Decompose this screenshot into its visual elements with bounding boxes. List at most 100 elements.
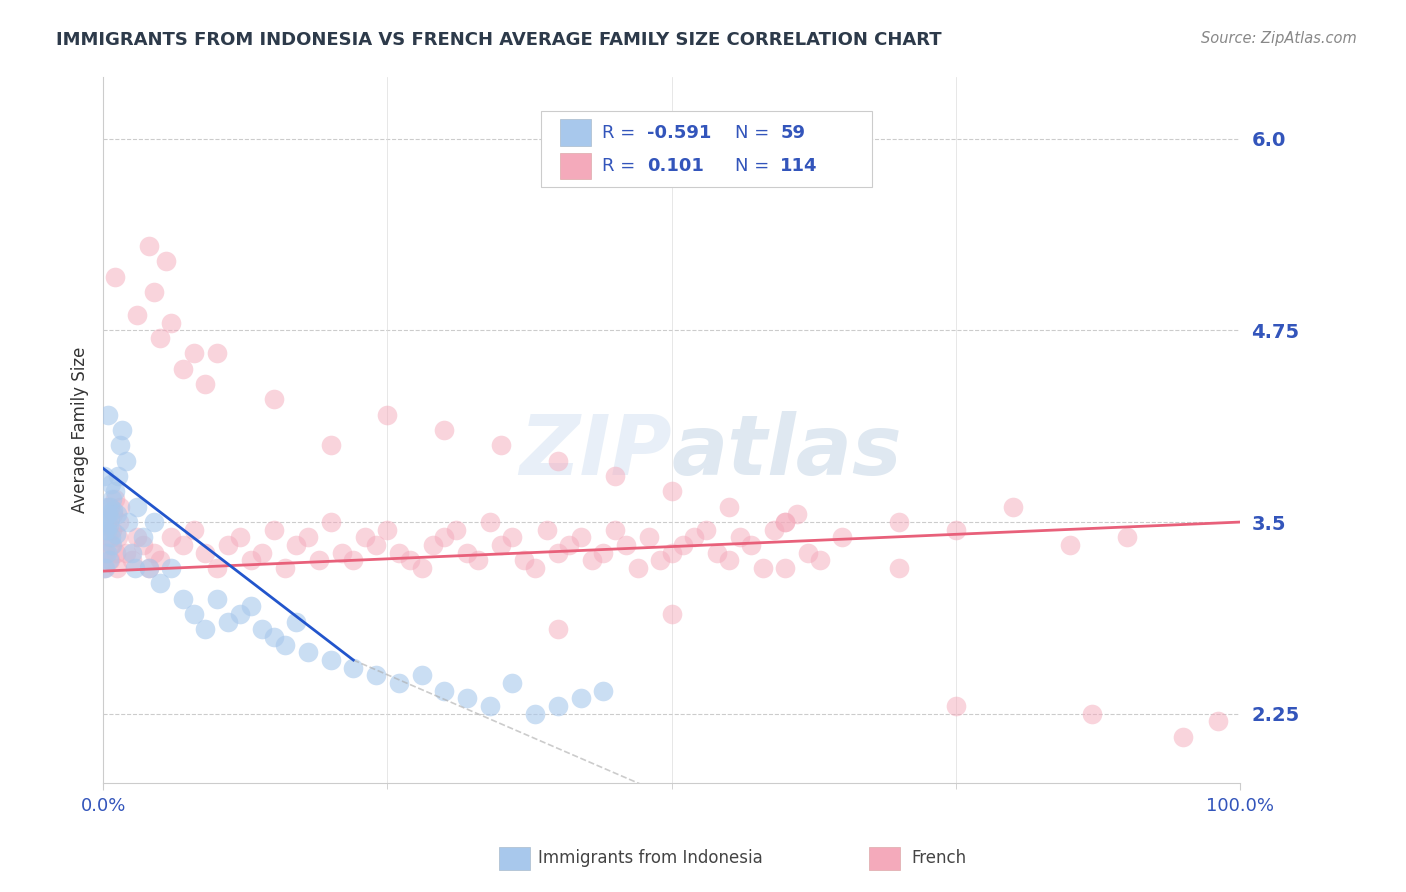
Text: IMMIGRANTS FROM INDONESIA VS FRENCH AVERAGE FAMILY SIZE CORRELATION CHART: IMMIGRANTS FROM INDONESIA VS FRENCH AVER… (56, 31, 942, 49)
Point (695, 523, 717, 537)
Point (101, 491, 124, 506)
Point (592, 546, 614, 560)
Point (775, 515, 797, 529)
Point (592, 683, 614, 698)
Point (489, 438, 512, 452)
Point (388, 546, 411, 560)
Text: N =: N = (735, 124, 775, 142)
Point (103, 269, 125, 284)
Point (547, 546, 569, 560)
Point (706, 546, 728, 560)
Point (160, 561, 183, 575)
Point (399, 553, 422, 567)
Point (1059, 538, 1081, 552)
Point (1206, 714, 1229, 729)
Point (751, 561, 773, 575)
Point (94, 523, 117, 537)
Point (103, 508, 125, 522)
Point (422, 538, 444, 552)
Point (252, 546, 274, 560)
Point (502, 530, 524, 544)
Point (569, 691, 592, 706)
Text: R =: R = (602, 124, 641, 142)
Point (94, 546, 117, 560)
Point (377, 523, 399, 537)
Point (103, 502, 125, 516)
Point (98, 512, 121, 526)
Text: 0.101: 0.101 (647, 157, 703, 175)
Point (108, 500, 131, 514)
Point (149, 331, 172, 345)
Point (740, 538, 762, 552)
Point (127, 308, 149, 322)
Point (239, 599, 262, 614)
Point (274, 638, 297, 652)
Point (661, 607, 683, 621)
Point (97, 508, 120, 522)
Point (115, 453, 138, 467)
Point (433, 683, 456, 698)
Point (342, 553, 364, 567)
Point (172, 538, 194, 552)
Point (614, 538, 637, 552)
Point (547, 453, 569, 467)
Point (603, 523, 626, 537)
Point (183, 346, 205, 360)
Point (93, 469, 115, 483)
Point (132, 538, 155, 552)
Point (205, 591, 228, 606)
Point (285, 615, 308, 629)
Point (103, 491, 125, 506)
Point (308, 553, 330, 567)
Point (319, 438, 342, 452)
Point (263, 630, 285, 644)
Point (775, 515, 797, 529)
Point (444, 523, 467, 537)
Point (263, 392, 285, 407)
Point (104, 527, 127, 541)
Point (650, 553, 672, 567)
Point (672, 538, 695, 552)
Point (763, 523, 786, 537)
Point (661, 484, 683, 499)
Point (96, 515, 118, 529)
Point (194, 623, 217, 637)
Point (717, 553, 740, 567)
Text: -0.591: -0.591 (647, 124, 711, 142)
Point (467, 553, 489, 567)
Point (581, 553, 603, 567)
Point (124, 561, 146, 575)
Point (342, 661, 364, 675)
Point (524, 561, 547, 575)
Point (524, 706, 547, 721)
Point (97, 518, 120, 533)
Point (603, 469, 626, 483)
Point (319, 515, 342, 529)
Point (105, 508, 128, 522)
Point (115, 546, 138, 560)
Point (97, 530, 120, 544)
Point (107, 530, 129, 544)
Point (478, 515, 501, 529)
Point (94, 561, 117, 575)
Point (683, 530, 706, 544)
Point (547, 623, 569, 637)
Point (132, 530, 155, 544)
Point (228, 607, 250, 621)
Point (97, 500, 120, 514)
Point (638, 530, 661, 544)
Point (786, 508, 808, 522)
Point (97, 553, 120, 567)
Point (377, 408, 399, 422)
Point (887, 561, 910, 575)
Point (945, 523, 967, 537)
Text: 59: 59 (780, 124, 806, 142)
Point (96, 546, 118, 560)
Point (728, 530, 751, 544)
Point (127, 500, 149, 514)
Point (98, 500, 121, 514)
Point (160, 530, 183, 544)
Point (831, 530, 853, 544)
Point (1081, 706, 1104, 721)
Point (205, 346, 228, 360)
